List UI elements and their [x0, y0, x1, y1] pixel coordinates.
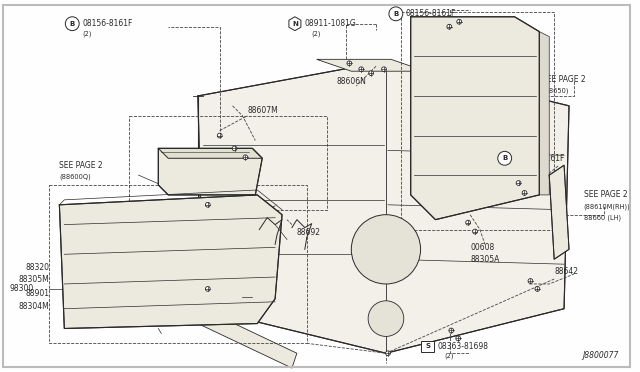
Text: 08911-1081G: 08911-1081G [305, 19, 356, 28]
Circle shape [205, 202, 210, 207]
Circle shape [456, 336, 461, 341]
Text: 88642: 88642 [554, 267, 578, 276]
Text: 08363-81698: 08363-81698 [437, 342, 488, 351]
Text: (2): (2) [522, 165, 531, 171]
Polygon shape [549, 165, 569, 259]
Circle shape [522, 190, 527, 195]
Text: SEE PAGE 2: SEE PAGE 2 [542, 75, 586, 84]
Text: (88650): (88650) [542, 88, 569, 94]
Text: 88305A: 88305A [470, 255, 499, 264]
Text: 88901: 88901 [26, 289, 49, 298]
Circle shape [381, 67, 387, 71]
Polygon shape [411, 17, 540, 219]
Text: 08156-8161F: 08156-8161F [515, 154, 565, 163]
Polygon shape [158, 148, 262, 195]
Text: 98300: 98300 [10, 285, 34, 294]
Circle shape [232, 146, 237, 151]
Circle shape [65, 17, 79, 31]
Text: (2): (2) [444, 353, 454, 359]
Circle shape [389, 7, 403, 21]
Circle shape [347, 61, 352, 66]
Circle shape [498, 151, 511, 165]
Polygon shape [158, 148, 262, 158]
Text: B: B [502, 155, 508, 161]
Circle shape [368, 301, 404, 336]
Circle shape [205, 286, 210, 291]
Text: (4): (4) [411, 20, 420, 27]
Circle shape [369, 71, 374, 76]
Polygon shape [540, 32, 549, 195]
Text: B: B [393, 11, 399, 17]
Text: S: S [425, 343, 430, 349]
Text: 88304M: 88304M [19, 302, 49, 311]
Text: 88606N: 88606N [337, 77, 366, 86]
Text: 88305M: 88305M [19, 275, 49, 283]
Text: 08156-8161F: 08156-8161F [82, 19, 132, 28]
Circle shape [535, 286, 540, 291]
Bar [420, 341, 435, 352]
Circle shape [447, 24, 452, 29]
Text: SEE PAGE 2: SEE PAGE 2 [60, 161, 103, 170]
Circle shape [457, 19, 461, 24]
Polygon shape [317, 59, 426, 71]
Polygon shape [198, 61, 569, 353]
Text: 88692: 88692 [297, 228, 321, 237]
Circle shape [218, 133, 222, 138]
Text: C: C [254, 294, 259, 300]
Text: (2): (2) [82, 31, 92, 37]
Text: 00608: 00608 [470, 243, 494, 252]
Circle shape [472, 229, 477, 234]
Polygon shape [60, 195, 282, 328]
Circle shape [351, 215, 420, 284]
Text: (88600Q): (88600Q) [60, 174, 91, 180]
Circle shape [359, 67, 364, 71]
Text: 88660 (LH): 88660 (LH) [584, 214, 621, 221]
Polygon shape [289, 17, 301, 31]
Text: B: B [70, 21, 75, 27]
Text: (2): (2) [312, 31, 321, 37]
Text: 88642M: 88642M [216, 210, 246, 219]
Text: (88610M(RH)): (88610M(RH)) [584, 203, 630, 210]
Text: 88320: 88320 [26, 263, 49, 272]
Circle shape [449, 328, 454, 333]
Text: N: N [292, 21, 298, 27]
Text: 88607M: 88607M [248, 106, 278, 115]
Circle shape [243, 155, 248, 160]
Text: 88304MA: 88304MA [94, 319, 130, 328]
Circle shape [466, 220, 470, 225]
Text: SEE PAGE 2: SEE PAGE 2 [584, 190, 627, 199]
Text: 08156-8161F: 08156-8161F [406, 9, 456, 18]
Polygon shape [198, 309, 297, 368]
Circle shape [528, 279, 533, 283]
Circle shape [516, 181, 521, 185]
Text: J8800077: J8800077 [582, 351, 618, 360]
Circle shape [385, 351, 390, 356]
